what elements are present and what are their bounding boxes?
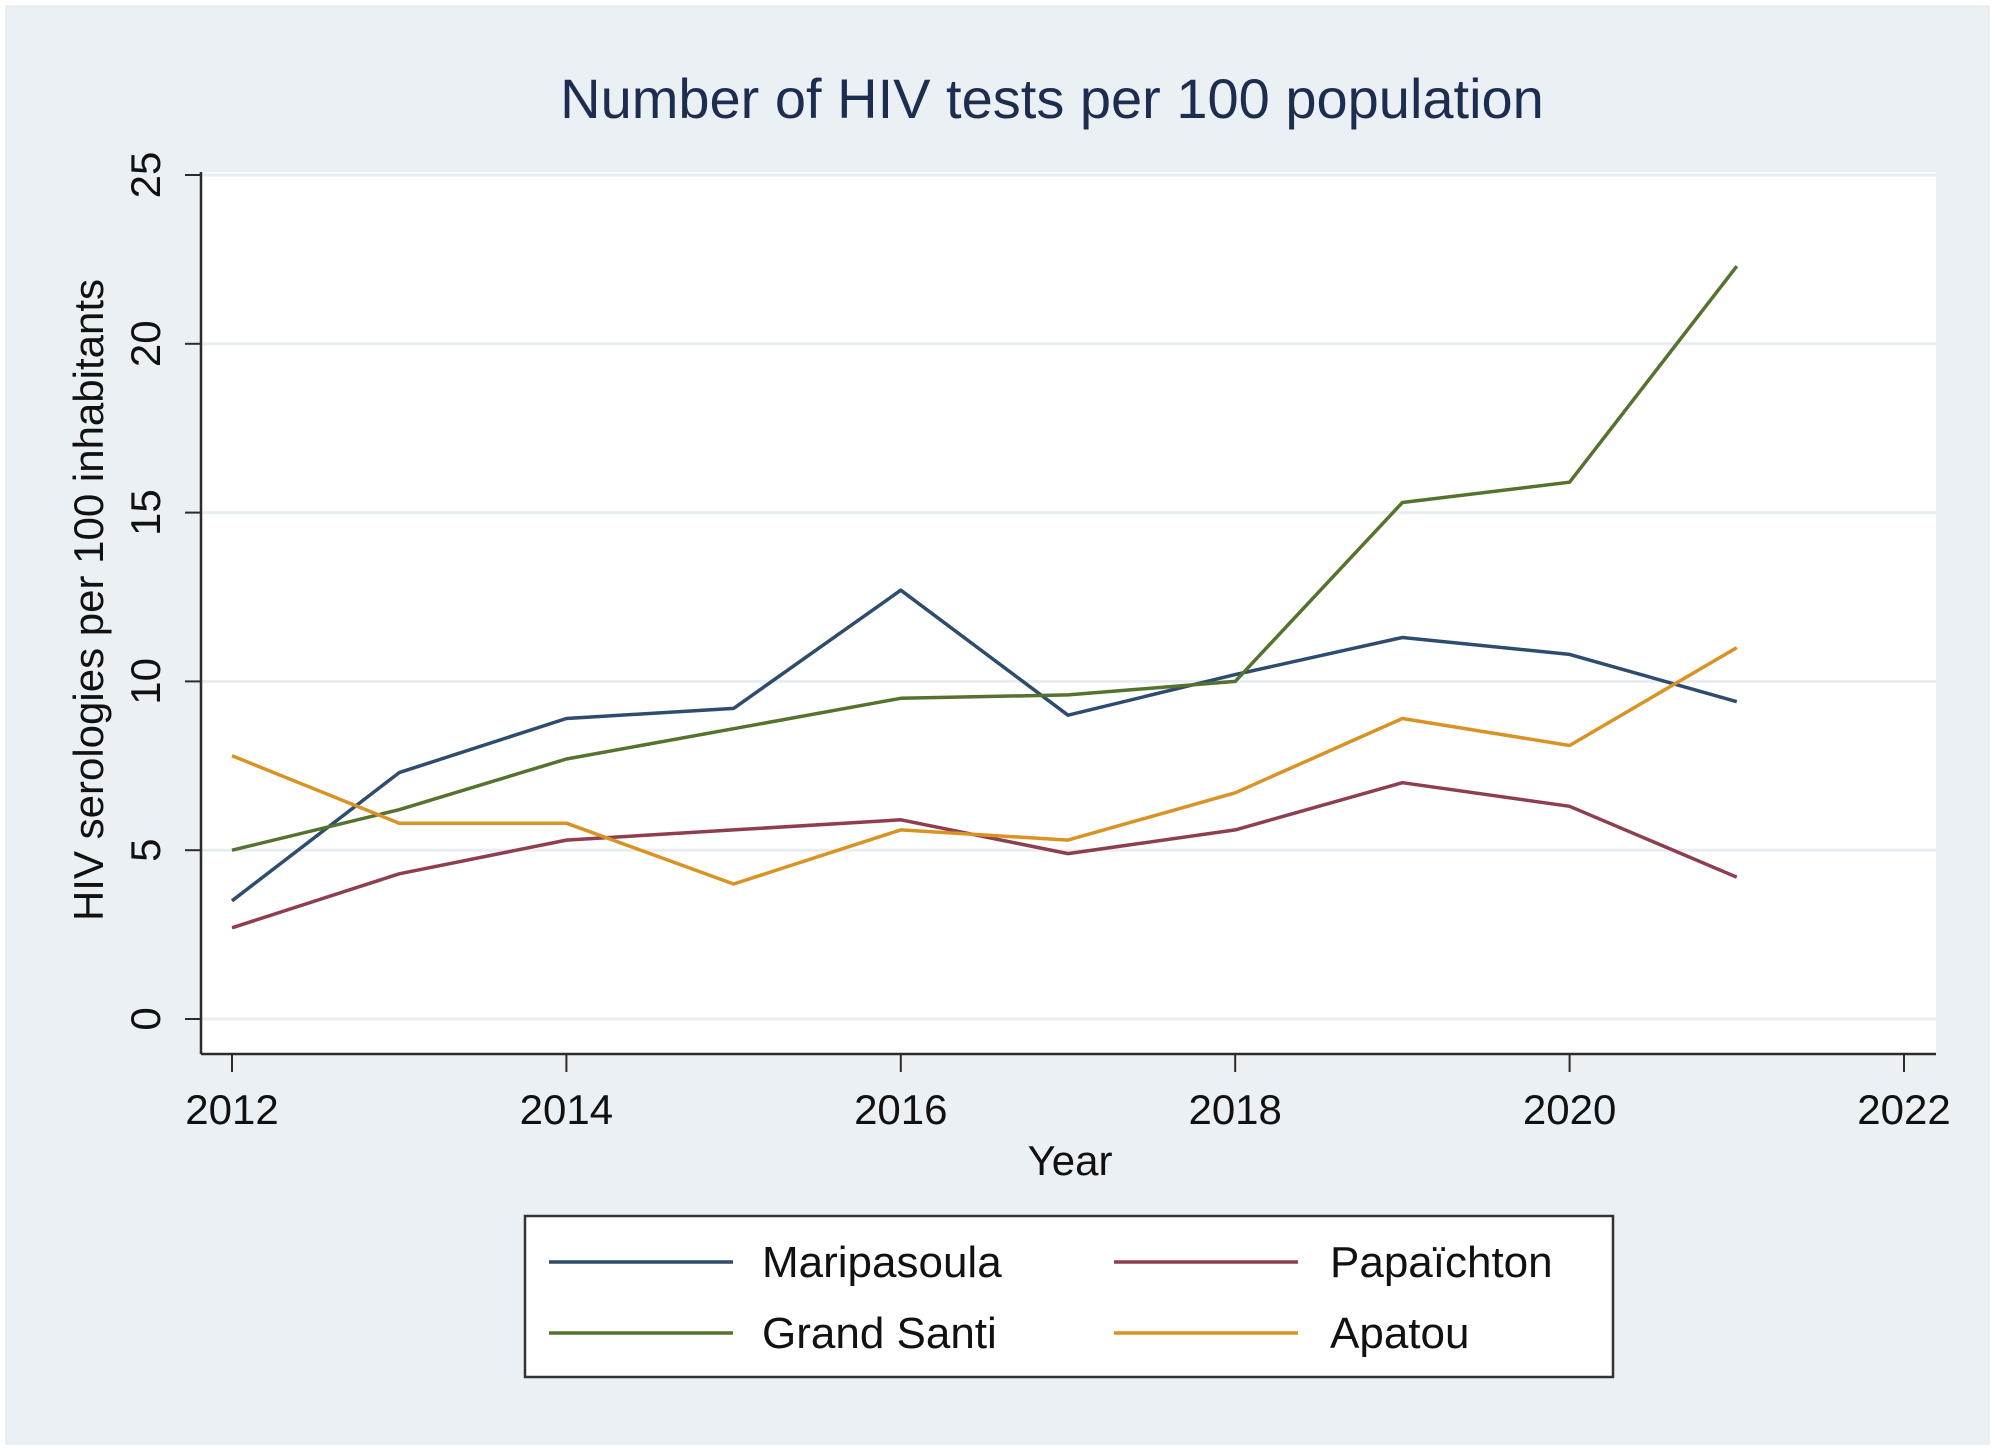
x-tick-label: 2022 xyxy=(1857,1086,1950,1133)
x-tick-label: 2020 xyxy=(1523,1086,1616,1133)
y-tick-label: 20 xyxy=(122,320,169,367)
y-axis-label: HIV serologies per 100 inhabitants xyxy=(65,279,112,921)
series-line-grand-santi xyxy=(231,265,1739,852)
x-tick-label: 2018 xyxy=(1188,1086,1281,1133)
x-tick-label: 2016 xyxy=(854,1086,947,1133)
legend-label: Grand Santi xyxy=(762,1309,997,1358)
x-axis-label: Year xyxy=(1028,1137,1113,1184)
legend-label: Maripasoula xyxy=(762,1238,1002,1287)
series-line-apatou xyxy=(231,646,1738,886)
legend: Maripasoula Papaïchton Grand Santi Apatou xyxy=(523,1214,1615,1379)
y-tick-label: 25 xyxy=(122,152,169,199)
plot-area xyxy=(201,172,1936,1054)
x-tick-label: 2014 xyxy=(520,1086,613,1133)
chart-title: Number of HIV tests per 100 population xyxy=(560,67,1544,130)
grid xyxy=(201,173,1936,1021)
legend-box xyxy=(523,1214,1615,1379)
y-tick-label: 5 xyxy=(122,839,169,862)
legend-label: Apatou xyxy=(1330,1309,1469,1358)
y-tick-label: 10 xyxy=(122,658,169,705)
y-tick-label: 0 xyxy=(122,1007,169,1030)
y-tick-label: 15 xyxy=(122,489,169,536)
x-tick-label: 2012 xyxy=(185,1086,278,1133)
legend-label: Papaïchton xyxy=(1330,1238,1553,1287)
axes: 0 5 10 15 20 25 2012 2014 2016 2018 2020 2022 xyxy=(122,152,1951,1133)
series-line-maripasoula xyxy=(230,588,1738,903)
series-lines xyxy=(230,265,1739,930)
